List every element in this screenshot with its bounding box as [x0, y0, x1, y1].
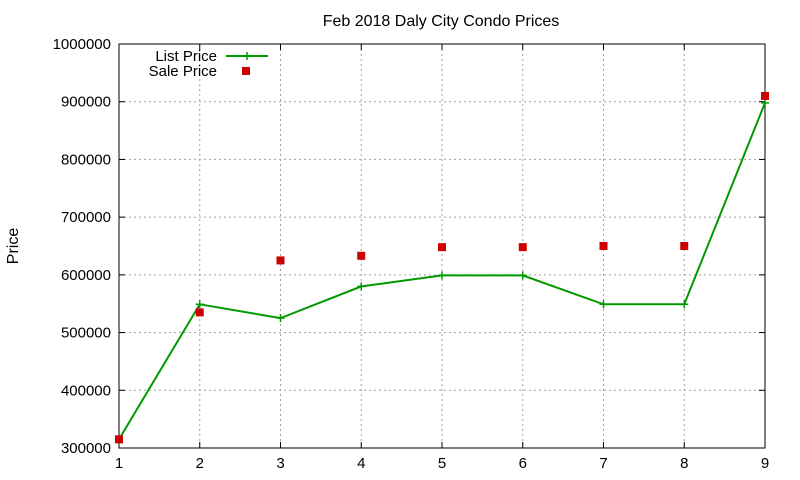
- list-price-point: [195, 300, 204, 309]
- chart-title: Feb 2018 Daly City Condo Prices: [323, 13, 560, 30]
- sale-price-point: [357, 251, 366, 260]
- y-tick-label: 400000: [61, 382, 111, 399]
- x-tick-label: 2: [196, 455, 204, 472]
- x-tick-label: 8: [680, 455, 688, 472]
- legend-marker-list-price: [243, 52, 251, 60]
- legend-marker-sale-price: [242, 67, 250, 75]
- list-price-point: [599, 300, 608, 309]
- y-tick-label: 900000: [61, 94, 111, 111]
- y-tick-label: 600000: [61, 267, 111, 284]
- list-price-point: [276, 314, 285, 323]
- list-price-point: [518, 271, 527, 280]
- x-tick-label: 5: [438, 455, 446, 472]
- x-tick-label: 6: [519, 455, 527, 472]
- list-price-point: [680, 300, 689, 309]
- x-tick-label: 4: [357, 455, 365, 472]
- x-tick-label: 7: [599, 455, 607, 472]
- sale-price-point: [276, 256, 285, 265]
- y-tick-label: 500000: [61, 325, 111, 342]
- sale-price-point: [599, 242, 608, 250]
- axis-ticks: 300000 400000 500000 600000 700000 800000 9000…: [53, 36, 770, 472]
- list-price-point: [438, 271, 446, 280]
- list-price-line: [118, 102, 766, 440]
- legend-label-list-price: List Price: [155, 48, 217, 65]
- series: [115, 91, 769, 444]
- list-price-point: [761, 98, 769, 107]
- legend: List Price Sale Price: [149, 48, 268, 80]
- sale-price-point: [438, 243, 446, 252]
- x-tick-label: 3: [276, 455, 284, 472]
- sale-price-point: [115, 435, 123, 444]
- y-tick-label: 1000000: [53, 36, 111, 53]
- x-tick-label: 9: [761, 455, 769, 472]
- sale-price-point: [680, 242, 689, 250]
- sale-price-point: [195, 308, 204, 317]
- legend-label-sale-price: Sale Price: [149, 63, 217, 80]
- list-price-point: [357, 282, 366, 291]
- y-tick-label: 800000: [61, 151, 111, 168]
- x-tick-label: 1: [115, 455, 123, 472]
- y-axis-label: Price: [5, 228, 22, 265]
- y-tick-label: 300000: [61, 440, 111, 457]
- sale-price-point: [518, 243, 527, 252]
- sale-price-point: [761, 91, 769, 100]
- y-tick-label: 700000: [61, 209, 111, 226]
